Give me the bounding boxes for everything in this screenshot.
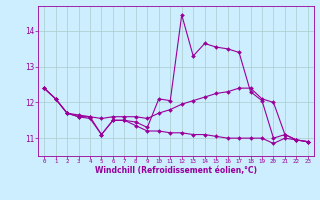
X-axis label: Windchill (Refroidissement éolien,°C): Windchill (Refroidissement éolien,°C) xyxy=(95,166,257,175)
